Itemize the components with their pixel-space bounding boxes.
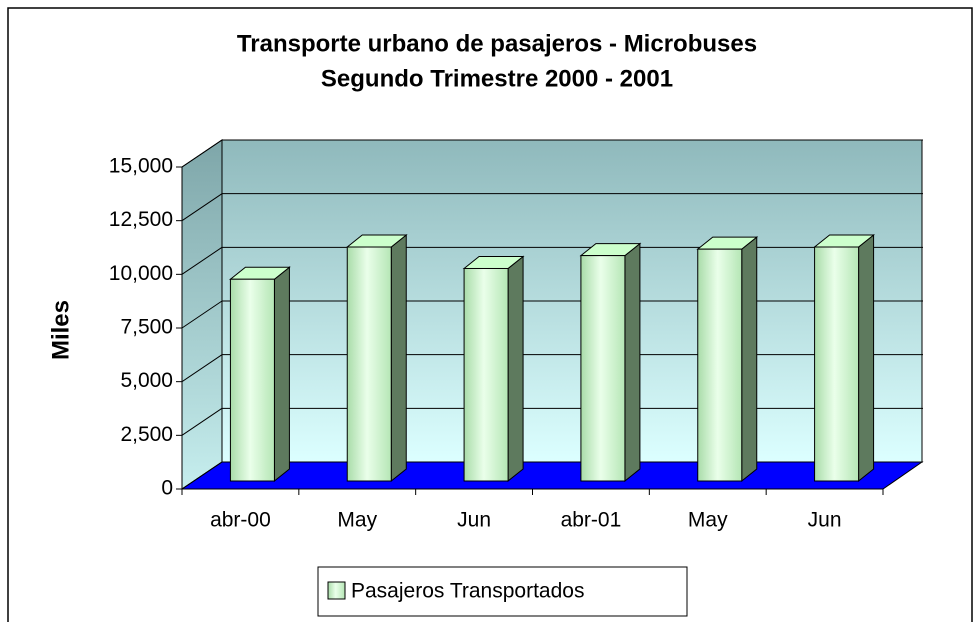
bar-side [390, 233, 407, 483]
y-tick-label: 15,000 [109, 155, 173, 178]
chart-title: Transporte urbano de pasajeros - Microbu… [237, 30, 757, 57]
x-tick-label: Jun [457, 509, 491, 532]
bar-side [624, 242, 641, 483]
legend-swatch [327, 581, 346, 600]
floor [180, 461, 924, 490]
grid-line [181, 354, 223, 383]
y-tick-label: 10,000 [109, 262, 173, 285]
grid-line [181, 193, 223, 222]
bar-side [273, 266, 290, 483]
x-tick-label: abr-01 [561, 509, 622, 532]
chart-subtitle: Segundo Trimestre 2000 - 2001 [321, 65, 673, 92]
chart-border [7, 7, 973, 622]
bar [229, 278, 275, 482]
bar-side [741, 236, 758, 483]
bar [463, 267, 509, 482]
grid-line [181, 407, 223, 436]
y-tick-label: 5,000 [120, 369, 173, 392]
bar-side [858, 233, 875, 483]
grid-line [181, 461, 223, 490]
bar [346, 246, 392, 482]
x-tick-label: May [337, 509, 377, 532]
bar-side [507, 255, 524, 483]
y-axis-label: Miles [47, 300, 74, 360]
grid-line [181, 139, 223, 168]
bar [697, 248, 743, 482]
x-tick-label: May [688, 509, 728, 532]
legend-label: Pasajeros Transportados [351, 580, 584, 603]
y-tick-label: 2,500 [120, 423, 173, 446]
bar [814, 246, 860, 482]
grid-line [181, 300, 223, 329]
legend [317, 566, 688, 617]
x-tick-label: Jun [808, 509, 842, 532]
y-tick-label: 0 [161, 477, 173, 500]
x-tick-label: abr-00 [210, 509, 271, 532]
y-tick-label: 7,500 [120, 316, 173, 339]
grid-line [181, 246, 223, 275]
y-tick-label: 12,500 [109, 208, 173, 231]
bar [580, 255, 626, 482]
